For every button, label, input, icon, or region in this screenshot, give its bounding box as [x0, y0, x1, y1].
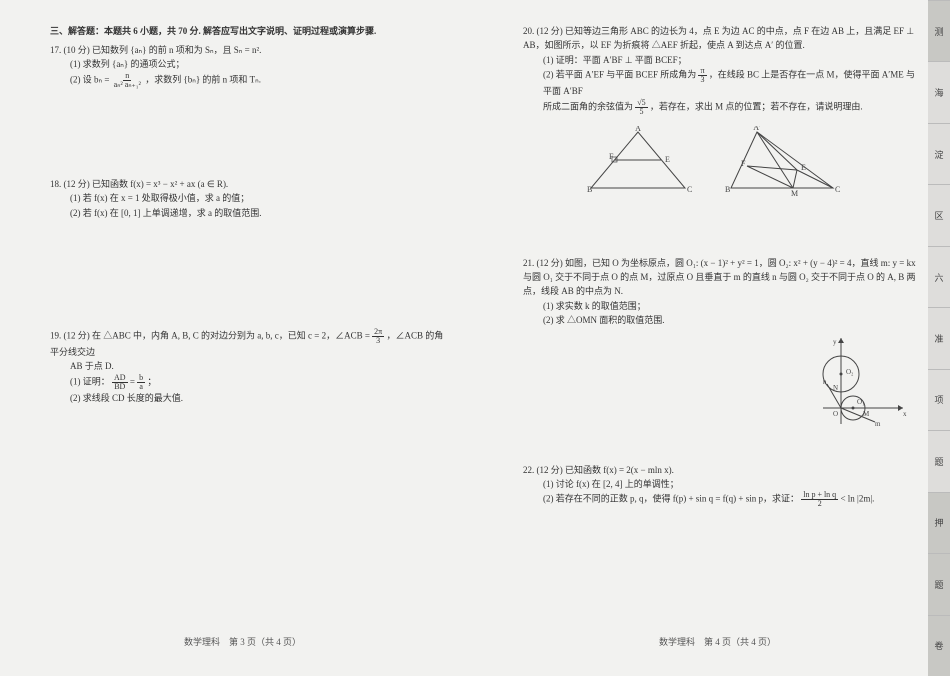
frac-acb: 2π 3: [372, 328, 384, 345]
svg-text:x: x: [903, 410, 907, 418]
svg-text:E: E: [665, 155, 670, 164]
p22-s1: (1) 讨论 f(x) 在 [2, 4] 上的单调性；: [523, 477, 920, 491]
p18-s2: (2) 若 f(x) 在 [0, 1] 上单调递增，求 a 的取值范围.: [50, 206, 447, 220]
p17-s2: (2) 设 bₙ = n aₙ² aₙ₊₁² ，求数列 {bₙ} 的前 n 项和…: [50, 72, 447, 89]
svg-text:B: B: [587, 185, 592, 194]
problem-18: 18. (12 分) 已知函数 f(x) = x³ − x² + ax (a ∈…: [50, 177, 447, 220]
svg-text:M: M: [791, 189, 798, 196]
p21-s1: (1) 求实数 k 的取值范围；: [523, 299, 920, 313]
page-3: 三、解答题：本题共 6 小题，共 70 分. 解答应写出文字说明、证明过程或演算…: [0, 0, 485, 676]
tab-3: 区: [928, 184, 950, 245]
p22-s2: (2) 若存在不同的正数 p, q，使得 f(p) + sin q = f(q)…: [523, 491, 920, 508]
svg-text:F: F: [609, 152, 614, 161]
tab-9: 题: [928, 553, 950, 614]
svg-text:N: N: [833, 384, 838, 392]
tab-0: 测: [928, 0, 950, 61]
problem-19: 19. (12 分) 在 △ABC 中，内角 A, B, C 的对边分别为 a,…: [50, 328, 447, 405]
p20-diagrams: A B C F E A′ B C F: [583, 126, 920, 196]
tab-8: 押: [928, 492, 950, 553]
problem-20: 20. (12 分) 已知等边三角形 ABC 的边长为 4，点 E 为边 AC …: [523, 24, 920, 212]
p18-s1: (1) 若 f(x) 在 x = 1 处取得极小值，求 a 的值；: [50, 191, 447, 205]
svg-text:M: M: [863, 410, 870, 418]
tab-10: 卷: [928, 615, 950, 676]
svg-text:O: O: [833, 410, 838, 418]
svg-text:B: B: [725, 185, 730, 194]
p20-head: 20. (12 分) 已知等边三角形 ABC 的边长为 4，点 E 为边 AC …: [523, 24, 920, 53]
svg-text:n: n: [823, 378, 827, 386]
p22-head: 22. (12 分) 已知函数 f(x) = 2(x − mln x).: [523, 463, 920, 477]
p18-head: 18. (12 分) 已知函数 f(x) = x³ − x² + ax (a ∈…: [50, 177, 447, 191]
p21-head: 21. (12 分) 如图，已知 O 为坐标原点，圆 O₁: (x − 1)² …: [523, 256, 920, 299]
svg-text:O₁: O₁: [857, 398, 865, 406]
svg-text:m: m: [875, 420, 881, 428]
svg-text:A: A: [635, 126, 641, 133]
footer-right: 数学理科 第 4 页（共 4 页）: [485, 635, 950, 648]
section-header: 三、解答题：本题共 6 小题，共 70 分. 解答应写出文字说明、证明过程或演算…: [50, 24, 447, 37]
frac-b-n: n aₙ² aₙ₊₁²: [112, 72, 143, 89]
p19-line2: AB 于点 D.: [50, 359, 447, 373]
svg-text:F: F: [741, 159, 746, 168]
p17-s1: (1) 求数列 {aₙ} 的通项公式；: [50, 57, 447, 71]
side-tabs: 测 海 淀 区 六 准 项 题 押 题 卷: [928, 0, 950, 676]
problem-22: 22. (12 分) 已知函数 f(x) = 2(x − mln x). (1)…: [523, 463, 920, 509]
footer-left: 数学理科 第 3 页（共 4 页）: [0, 635, 485, 648]
svg-text:C: C: [835, 185, 840, 194]
page-4: 20. (12 分) 已知等边三角形 ABC 的边长为 4，点 E 为边 AC …: [485, 0, 950, 676]
tab-7: 题: [928, 430, 950, 491]
tab-1: 海: [928, 61, 950, 122]
p21-s2: (2) 求 △OMN 面积的取值范围.: [523, 313, 920, 327]
svg-text:O₂: O₂: [846, 368, 854, 376]
problem-17: 17. (10 分) 已知数列 {aₙ} 的前 n 项和为 Sₙ，且 Sₙ = …: [50, 43, 447, 89]
problem-21: 21. (12 分) 如图，已知 O 为坐标原点，圆 O₁: (x − 1)² …: [523, 256, 920, 429]
triangle-folded: A′ B C F E M: [723, 126, 843, 196]
tab-4: 六: [928, 246, 950, 307]
p20-s2: (2) 若平面 A′EF 与平面 BCEF 所成角为 π 3 ，在线段 BC 上…: [523, 67, 920, 98]
tab-2: 淀: [928, 123, 950, 184]
svg-text:y: y: [833, 338, 837, 346]
p21-diagram: O₂ O₁ O x y m n M N: [813, 334, 920, 429]
p17-head: 17. (10 分) 已知数列 {aₙ} 的前 n 项和为 Sₙ，且 Sₙ = …: [50, 43, 447, 57]
p20-s3: 所成二面角的余弦值为 √5 5 ，若存在，求出 M 点的位置；若不存在，请说明理…: [523, 99, 920, 116]
p19-s1: (1) 证明： AD BD = b a ；: [50, 374, 447, 391]
triangle-flat: A B C F E: [583, 126, 693, 196]
p19-head: 19. (12 分) 在 △ABC 中，内角 A, B, C 的对边分别为 a,…: [50, 328, 447, 359]
tab-6: 项: [928, 369, 950, 430]
svg-text:C: C: [687, 185, 692, 194]
tab-5: 准: [928, 307, 950, 368]
svg-text:E: E: [801, 163, 806, 172]
p19-s2: (2) 求线段 CD 长度的最大值.: [50, 391, 447, 405]
svg-text:A′: A′: [753, 126, 761, 132]
p20-s1: (1) 证明：平面 A′BF ⊥ 平面 BCEF；: [523, 53, 920, 67]
